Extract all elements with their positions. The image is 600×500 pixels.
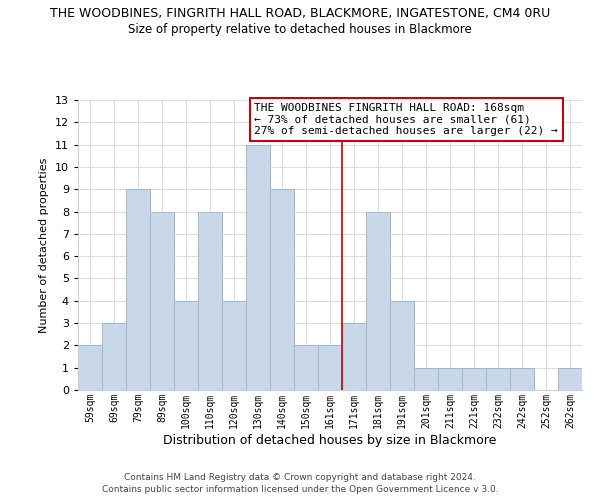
Bar xyxy=(294,346,318,390)
Bar xyxy=(246,144,270,390)
Bar xyxy=(414,368,438,390)
Bar xyxy=(438,368,462,390)
Bar xyxy=(510,368,534,390)
Text: Size of property relative to detached houses in Blackmore: Size of property relative to detached ho… xyxy=(128,22,472,36)
Bar xyxy=(126,189,150,390)
Bar xyxy=(462,368,486,390)
Bar xyxy=(318,346,342,390)
Text: THE WOODBINES FINGRITH HALL ROAD: 168sqm
← 73% of detached houses are smaller (6: THE WOODBINES FINGRITH HALL ROAD: 168sqm… xyxy=(254,103,558,136)
X-axis label: Distribution of detached houses by size in Blackmore: Distribution of detached houses by size … xyxy=(163,434,497,446)
Bar xyxy=(390,301,414,390)
Bar xyxy=(198,212,222,390)
Bar xyxy=(150,212,174,390)
Bar xyxy=(366,212,390,390)
Bar xyxy=(222,301,246,390)
Text: Contains public sector information licensed under the Open Government Licence v : Contains public sector information licen… xyxy=(101,485,499,494)
Y-axis label: Number of detached properties: Number of detached properties xyxy=(39,158,49,332)
Bar xyxy=(102,323,126,390)
Text: THE WOODBINES, FINGRITH HALL ROAD, BLACKMORE, INGATESTONE, CM4 0RU: THE WOODBINES, FINGRITH HALL ROAD, BLACK… xyxy=(50,8,550,20)
Bar xyxy=(174,301,198,390)
Bar xyxy=(342,323,366,390)
Bar xyxy=(486,368,510,390)
Bar xyxy=(78,346,102,390)
Bar xyxy=(270,189,294,390)
Bar xyxy=(558,368,582,390)
Text: Contains HM Land Registry data © Crown copyright and database right 2024.: Contains HM Land Registry data © Crown c… xyxy=(124,472,476,482)
